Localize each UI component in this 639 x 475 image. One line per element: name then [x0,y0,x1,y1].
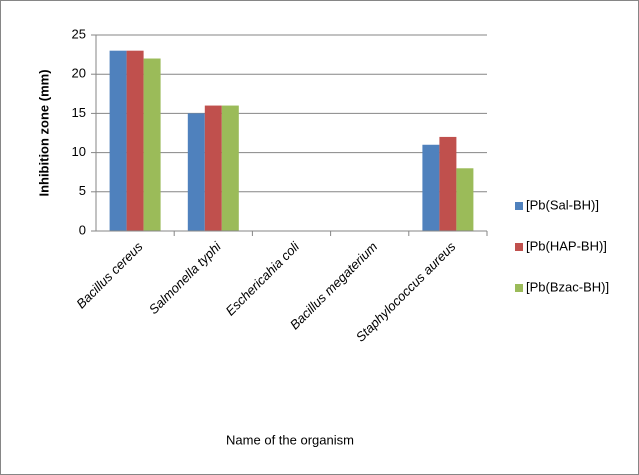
bar [187,113,205,231]
bar [221,105,239,231]
y-tick-label: 0 [79,222,86,237]
y-tick-label: 15 [72,105,86,120]
bar [439,136,457,231]
bar [456,168,474,231]
legend-label: [Pb(Sal-BH)] [526,197,599,212]
y-tick-label: 10 [72,144,86,159]
y-tick-label: 5 [79,183,86,198]
legend-label: [Pb(Bzac-BH)] [526,279,609,294]
bar [204,105,222,231]
bar [126,50,144,232]
bar [143,58,161,231]
legend-swatch [515,284,523,292]
bar [422,144,440,231]
bar [109,50,127,232]
y-tick-label: 25 [72,26,86,41]
legend-swatch [515,202,523,210]
y-tick-label: 20 [72,66,86,81]
legend-swatch [515,243,523,251]
y-axis-title: Inhibition zone (mm) [36,69,51,196]
legend-label: [Pb(HAP-BH)] [526,238,607,253]
x-axis-title: Name of the organism [226,432,354,447]
